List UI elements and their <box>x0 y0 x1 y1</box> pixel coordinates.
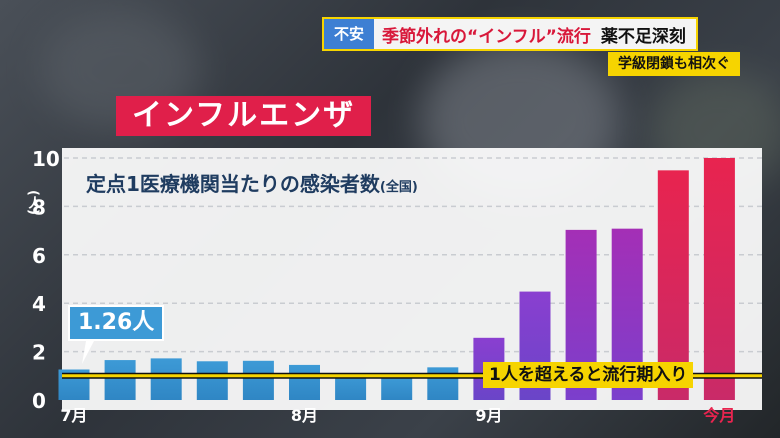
x-tick-label: 今月 <box>702 406 735 425</box>
x-tick-label: 9月 <box>475 406 502 425</box>
headline-tag: 不安 <box>324 19 375 49</box>
first-value-annotation: 1.26人 <box>68 305 165 341</box>
y-tick-label: 4 <box>32 292 46 316</box>
headline-title: 季節外れの“インフル”流行 <box>382 26 591 47</box>
bar <box>381 377 413 400</box>
y-tick-label: 2 <box>32 341 46 365</box>
chart-title-text: 定点1医療機関当たりの感染者数 <box>86 172 380 196</box>
y-axis-unit: (人) <box>26 190 42 215</box>
x-tick-label: 8月 <box>291 406 318 425</box>
y-tick-label: 6 <box>32 244 46 268</box>
headline-subtitle: 学級閉鎖も相次ぐ <box>608 52 740 76</box>
chart-subtitle: (全国) <box>379 180 418 195</box>
headline-bar: 不安 季節外れの“インフル”流行 薬不足深刻 <box>322 17 698 51</box>
x-tick-label: 7月 <box>60 406 87 425</box>
bar <box>427 367 459 400</box>
chart-title: 定点1医療機関当たりの感染者数(全国) <box>86 168 418 197</box>
threshold-label: 1人を超えると流行期入り <box>483 362 694 388</box>
y-tick-label: 10 <box>32 147 60 171</box>
y-tick-label: 8 <box>32 195 46 219</box>
y-tick-label: 0 <box>32 389 46 413</box>
bar <box>657 170 689 400</box>
bar <box>150 358 182 400</box>
bar <box>289 364 320 400</box>
bar <box>242 360 274 400</box>
topic-label: インフルエンザ <box>116 96 372 136</box>
annotation-pointer <box>82 341 94 364</box>
bar <box>196 361 228 400</box>
bar <box>703 158 735 400</box>
headline-title-2: 薬不足深刻 <box>600 26 686 47</box>
bar <box>104 360 136 400</box>
